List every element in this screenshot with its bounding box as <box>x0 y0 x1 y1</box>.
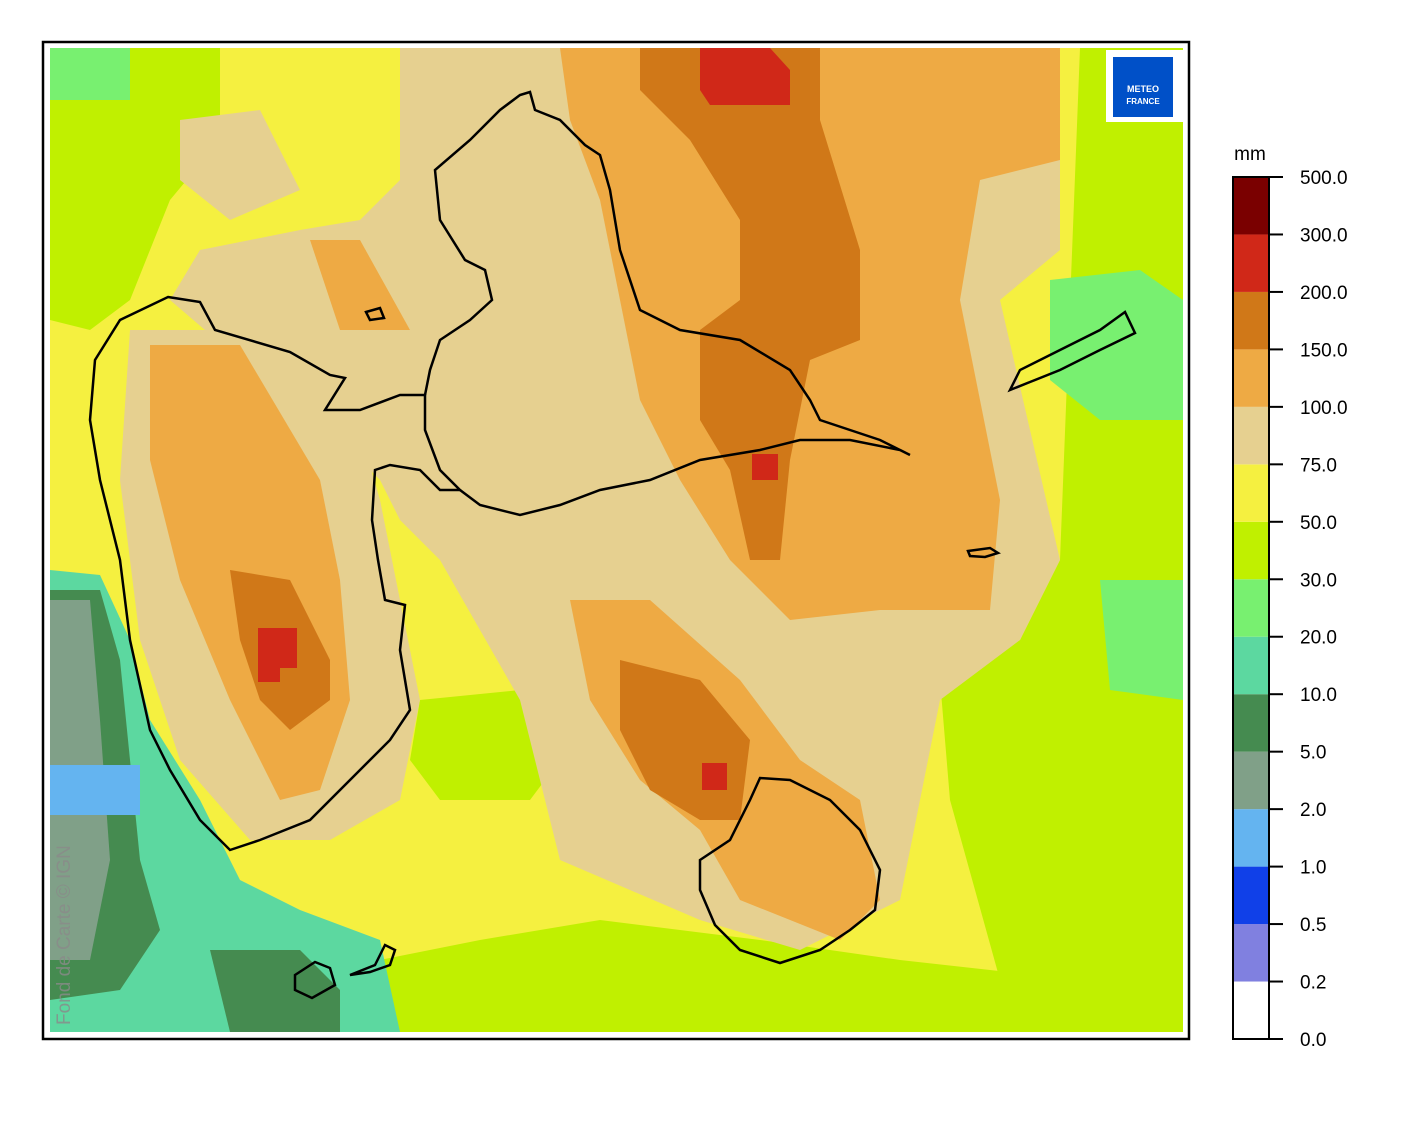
coastline <box>88 90 1137 1000</box>
field <box>410 690 560 800</box>
colorbar-label: 30.0 <box>1300 570 1337 591</box>
field <box>700 48 790 105</box>
colorbar-label: 2.0 <box>1300 800 1326 821</box>
colorbar-frame <box>1232 176 1270 1040</box>
field <box>180 110 300 220</box>
coast-desirade <box>1007 310 1137 393</box>
coast-saintes-1 <box>293 960 337 1000</box>
colorbar-band <box>1233 809 1269 867</box>
field <box>1050 270 1183 420</box>
colorbar-band <box>1233 924 1269 982</box>
field <box>258 628 297 682</box>
colorbar-label: 500.0 <box>1300 168 1348 189</box>
field <box>752 454 778 480</box>
logo-box <box>1113 57 1173 117</box>
colorbar-band <box>1233 636 1269 695</box>
map-frame <box>41 40 1191 1041</box>
colorbar-band <box>1233 291 1269 350</box>
field <box>640 48 860 560</box>
field <box>1100 580 1183 700</box>
colorbar-label: 200.0 <box>1300 283 1348 304</box>
colorbar-band <box>1233 694 1269 752</box>
colorbar-label: 10.0 <box>1300 685 1337 706</box>
colorbar-band <box>1233 464 1269 522</box>
colorbar-label: 5.0 <box>1300 743 1326 764</box>
field <box>210 950 340 1032</box>
colorbar-band <box>1233 521 1269 580</box>
colorbar: 0.0 0.2 0.5 1.0 2.0 5.0 10.0 20.0 30.0 50.0 75.0 10… <box>1232 168 1348 1051</box>
logo-text: METEO <box>1127 84 1159 94</box>
colorbar-label: 75.0 <box>1300 455 1337 476</box>
colorbar-label: 100.0 <box>1300 398 1348 419</box>
coast-basse-terre <box>88 295 464 852</box>
colorbar-label: 50.0 <box>1300 513 1337 534</box>
logo-text: FRANCE <box>1126 97 1160 106</box>
colorbar-band <box>1233 579 1269 637</box>
field <box>310 240 410 330</box>
logo: METEO FRANCE <box>1106 50 1183 122</box>
colorbar-label: 0.2 <box>1300 973 1326 994</box>
colorbar-band <box>1233 349 1269 407</box>
colorbar-label: 0.5 <box>1300 915 1326 936</box>
coast-saintes-2 <box>349 943 397 977</box>
colorbar-band <box>1233 751 1269 810</box>
colorbar-label: 150.0 <box>1300 340 1348 361</box>
field <box>50 48 130 100</box>
precipitation-field <box>50 48 1183 1032</box>
legend-unit: mm <box>1234 144 1266 165</box>
colorbar-band <box>1233 866 1269 925</box>
coast-marie-galante <box>698 776 882 965</box>
colorbar-band <box>1233 234 1269 292</box>
colorbar-label: 1.0 <box>1300 858 1326 879</box>
colorbar-band <box>1233 981 1269 1039</box>
coast-petite-terre <box>966 546 1001 559</box>
field <box>380 920 1100 1032</box>
colorbar-band <box>1233 406 1269 465</box>
colorbar-band <box>1233 177 1269 235</box>
colorbar-label: 300.0 <box>1300 225 1348 246</box>
colorbar-label: 0.0 <box>1300 1030 1326 1051</box>
field <box>702 763 727 790</box>
colorbar-label: 20.0 <box>1300 628 1337 649</box>
coast-ilet <box>364 306 386 322</box>
coast-grande-terre <box>423 90 911 517</box>
credit: Fond de Carte © IGN <box>54 845 75 1025</box>
field <box>50 765 140 815</box>
field <box>50 48 220 330</box>
